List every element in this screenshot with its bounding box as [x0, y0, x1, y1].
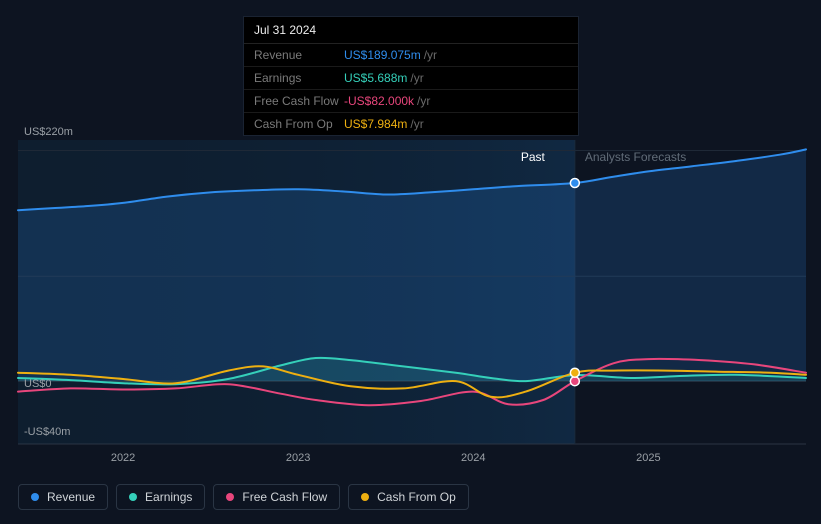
legend-item-free-cash-flow[interactable]: Free Cash Flow [213, 484, 340, 510]
tooltip-row: Cash From OpUS$7.984m/yr [244, 113, 578, 135]
chart-legend: Revenue Earnings Free Cash Flow Cash From O… [18, 484, 469, 510]
x-axis-label: 2022 [111, 452, 135, 464]
period-label: Past [521, 150, 545, 164]
y-axis-label: US$0 [24, 378, 52, 390]
tooltip-row: RevenueUS$189.075m/yr [244, 44, 578, 67]
legend-label: Cash From Op [377, 490, 456, 504]
tooltip-row: EarningsUS$5.688m/yr [244, 67, 578, 90]
tooltip-metric-label: Revenue [254, 48, 344, 62]
legend-item-revenue[interactable]: Revenue [18, 484, 108, 510]
tooltip-suffix: /yr [410, 71, 423, 85]
tooltip-suffix: /yr [410, 117, 423, 131]
legend-dot-icon [31, 493, 39, 501]
legend-dot-icon [129, 493, 137, 501]
tooltip-metric-value: US$5.688m [344, 71, 407, 85]
tooltip-metric-label: Earnings [254, 71, 344, 85]
tooltip-metric-label: Cash From Op [254, 117, 344, 131]
y-axis-label: -US$40m [24, 426, 70, 438]
x-axis-label: 2024 [461, 452, 485, 464]
legend-item-cash-from-op[interactable]: Cash From Op [348, 484, 469, 510]
x-axis-label: 2023 [286, 452, 310, 464]
legend-item-earnings[interactable]: Earnings [116, 484, 205, 510]
legend-dot-icon [226, 493, 234, 501]
chart-tooltip: Jul 31 2024 RevenueUS$189.075m/yrEarning… [243, 16, 579, 136]
legend-label: Free Cash Flow [242, 490, 327, 504]
tooltip-suffix: /yr [417, 94, 430, 108]
tooltip-suffix: /yr [424, 48, 437, 62]
tooltip-metric-label: Free Cash Flow [254, 94, 344, 108]
y-axis-label: US$220m [24, 126, 73, 138]
legend-label: Revenue [47, 490, 95, 504]
legend-label: Earnings [145, 490, 192, 504]
tooltip-metric-value: US$7.984m [344, 117, 407, 131]
tooltip-metric-value: US$189.075m [344, 48, 421, 62]
x-axis-label: 2025 [636, 452, 660, 464]
tooltip-metric-value: -US$82.000k [344, 94, 414, 108]
legend-dot-icon [361, 493, 369, 501]
tooltip-date: Jul 31 2024 [244, 17, 578, 44]
period-label: Analysts Forecasts [585, 150, 686, 164]
tooltip-row: Free Cash Flow-US$82.000k/yr [244, 90, 578, 113]
